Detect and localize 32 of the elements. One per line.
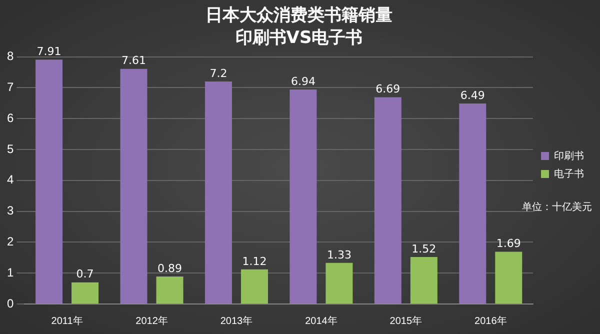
- y-tick-label: 8: [6, 49, 14, 64]
- y-tick-label: 0: [6, 296, 14, 310]
- y-tick-label: 4: [6, 172, 14, 187]
- chart-title: 日本大众消费类书籍销量: [206, 6, 392, 26]
- x-tick-label: 2012年: [136, 314, 168, 327]
- data-label: 0.7: [76, 268, 94, 281]
- y-tick-label: 6: [6, 110, 14, 125]
- y-tick-label: 3: [6, 204, 14, 218]
- x-tick-label: 2016年: [474, 314, 507, 327]
- y-tick-label: 5: [6, 142, 14, 156]
- data-label: 6.69: [376, 82, 400, 96]
- data-label: 7.61: [122, 54, 146, 68]
- data-label: 1.69: [496, 237, 521, 250]
- chart-subtitle: 印刷书VS电子书: [235, 28, 363, 48]
- data-label: 6.49: [460, 88, 485, 102]
- legend-label: 印刷书: [554, 150, 584, 162]
- x-tick-label: 2011年: [51, 314, 83, 327]
- annotation: 单位：十亿美元: [522, 200, 592, 214]
- data-label: 6.94: [290, 74, 316, 88]
- data-label: 0.89: [158, 262, 182, 275]
- x-tick-label: 2013年: [220, 314, 253, 327]
- y-tick-label: 2: [6, 234, 14, 249]
- data-label: 1.33: [326, 248, 352, 262]
- data-label: 7.2: [210, 66, 228, 80]
- data-label: 7.91: [36, 44, 62, 58]
- x-tick-label: 2014年: [305, 314, 338, 327]
- data-label: 1.52: [412, 242, 436, 256]
- x-tick-label: 2015年: [390, 314, 422, 327]
- data-label: 1.12: [242, 254, 267, 268]
- y-tick-label: 1: [6, 265, 14, 280]
- y-tick-label: 7: [6, 80, 14, 94]
- legend-label: 电子书: [554, 168, 584, 180]
